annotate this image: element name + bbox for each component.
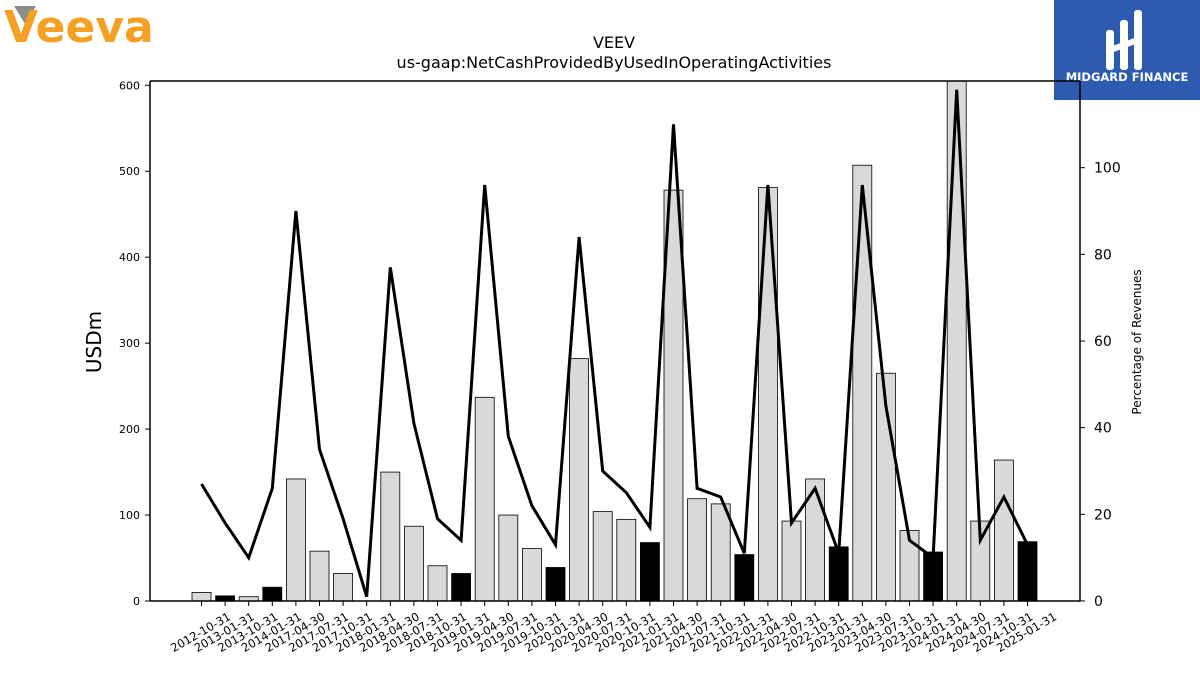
y2-axis-label: Percentage of Revenues — [1130, 269, 1144, 414]
bar — [215, 595, 236, 601]
y2-tick-label: 40 — [1094, 421, 1112, 437]
veeva-logo-text: Veeva — [4, 4, 154, 48]
bar-series — [191, 81, 1038, 601]
bar — [403, 525, 424, 601]
bar — [522, 548, 542, 601]
bar — [781, 520, 802, 601]
bar — [1017, 541, 1038, 601]
bar — [262, 586, 283, 601]
veeva-logo-mark — [14, 6, 36, 24]
midgard-logo-mark — [1106, 10, 1142, 70]
y-tick-label: 300 — [119, 337, 140, 350]
bar — [946, 81, 967, 601]
bar — [569, 358, 589, 601]
chart-title: VEEV — [593, 33, 635, 52]
y-tick-label: 500 — [119, 165, 140, 178]
bar — [852, 164, 873, 601]
y-tick-label: 200 — [119, 423, 140, 436]
bar — [592, 511, 613, 601]
bar — [899, 530, 920, 601]
bar — [333, 573, 354, 601]
bar — [545, 567, 566, 601]
bar — [616, 518, 637, 601]
bar — [687, 498, 707, 601]
y2-tick-label: 100 — [1094, 161, 1121, 177]
bar — [191, 592, 212, 601]
y-axis-label: USDm — [82, 311, 106, 373]
y2-tick-label: 60 — [1094, 334, 1112, 350]
bar — [309, 550, 330, 601]
bar — [734, 554, 755, 601]
midgard-finance-logo: MIDGARD FINANCE — [1054, 0, 1200, 100]
bar — [828, 546, 849, 601]
bar — [994, 459, 1014, 601]
veeva-logo: Veeva — [4, 4, 154, 48]
chart-subtitle: us-gaap:NetCashProvidedByUsedInOperating… — [397, 53, 832, 72]
y2-tick-label: 20 — [1094, 507, 1112, 523]
y-tick-label: 0 — [133, 595, 140, 608]
bar — [285, 478, 306, 601]
bar — [758, 187, 778, 601]
line-series — [200, 89, 1029, 598]
bar — [474, 396, 495, 601]
y-tick-label: 400 — [119, 251, 140, 264]
y2-tick-label: 80 — [1094, 247, 1112, 263]
plot-area: 01002003004005006000204060801002012-10-3… — [119, 79, 1121, 655]
y-tick-label: 100 — [119, 509, 140, 522]
midgard-logo-text: MIDGARD FINANCE — [1066, 70, 1189, 84]
y-tick-label: 600 — [119, 79, 140, 92]
bar — [640, 542, 660, 601]
bar — [427, 565, 448, 601]
bar — [710, 503, 731, 601]
bar — [663, 189, 684, 601]
bar — [380, 471, 401, 601]
y2-tick-label: 0 — [1094, 594, 1103, 610]
bar — [498, 514, 519, 601]
bar — [451, 573, 472, 601]
